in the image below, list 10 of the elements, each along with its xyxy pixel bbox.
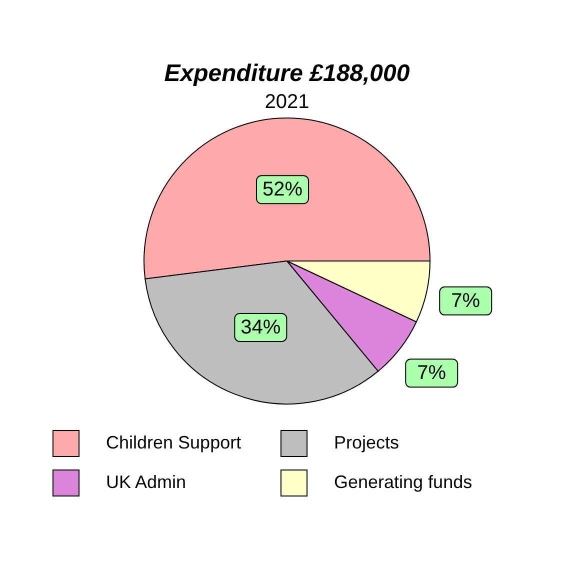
data-label: 52% bbox=[262, 178, 303, 201]
data-label: 7% bbox=[417, 362, 446, 384]
data-label: 34% bbox=[240, 316, 281, 338]
chart-subtitle: 2021 bbox=[264, 91, 310, 113]
chart-title: Expenditure £188,000 bbox=[164, 60, 410, 87]
legend-label: Generating funds bbox=[334, 472, 472, 492]
legend-label: Projects bbox=[334, 432, 400, 452]
legend-label: Children Support bbox=[106, 432, 242, 452]
data-label: 7% bbox=[451, 290, 480, 312]
legend-label: UK Admin bbox=[106, 472, 186, 492]
